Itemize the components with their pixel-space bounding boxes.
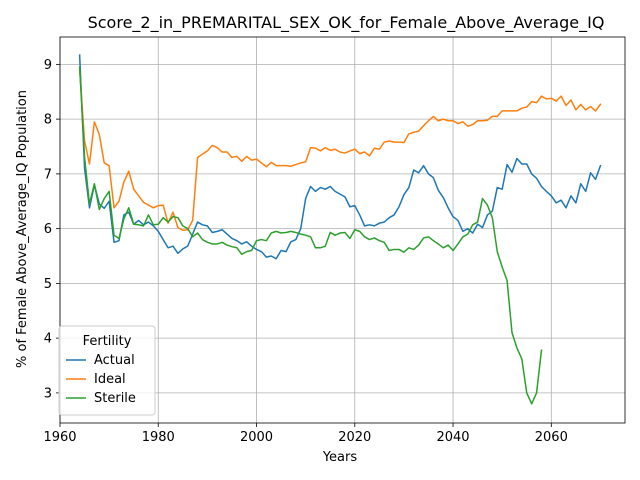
x-tick-label: 2000 — [240, 430, 273, 445]
y-tick-label: 7 — [44, 167, 52, 182]
plot-area-frame — [59, 36, 626, 424]
x-tick-label: 2060 — [535, 430, 568, 445]
series-line-sterile — [78, 66, 543, 405]
y-axis-label: % of Female Above_Average_IQ Population — [15, 90, 30, 368]
y-tick-label: 3 — [44, 386, 52, 401]
x-tick-label: 2020 — [338, 430, 371, 445]
legend-label-actual: Actual — [94, 353, 135, 368]
x-tick-label: 1960 — [43, 430, 76, 445]
legend-items: Actual Ideal Sterile — [66, 353, 136, 406]
chart-title: Score_2_in_PREMARITAL_SEX_OK_for_Female_… — [88, 13, 605, 33]
y-tick-label: 4 — [44, 332, 52, 347]
legend-title: Fertility — [83, 334, 132, 349]
legend-label-sterile: Sterile — [94, 391, 136, 406]
legend: Fertility Actual Ideal Sterile — [58, 325, 156, 416]
x-axis-label: Years — [322, 450, 358, 465]
legend-label-ideal: Ideal — [94, 372, 126, 387]
x-axis-ticks: 1960 1980 2000 2020 2040 2060 — [43, 423, 568, 445]
series-line-ideal — [78, 69, 602, 232]
series-lines — [78, 54, 602, 405]
y-tick-label: 6 — [44, 222, 52, 237]
y-tick-label: 5 — [44, 277, 52, 292]
y-axis-ticks: 3 4 5 6 7 8 9 — [44, 58, 60, 401]
legend-box — [58, 325, 156, 416]
y-tick-label: 8 — [44, 113, 52, 128]
series-line-actual — [78, 54, 602, 260]
x-tick-label: 2040 — [436, 430, 469, 445]
y-tick-label: 9 — [44, 58, 52, 73]
x-tick-label: 1980 — [142, 430, 175, 445]
